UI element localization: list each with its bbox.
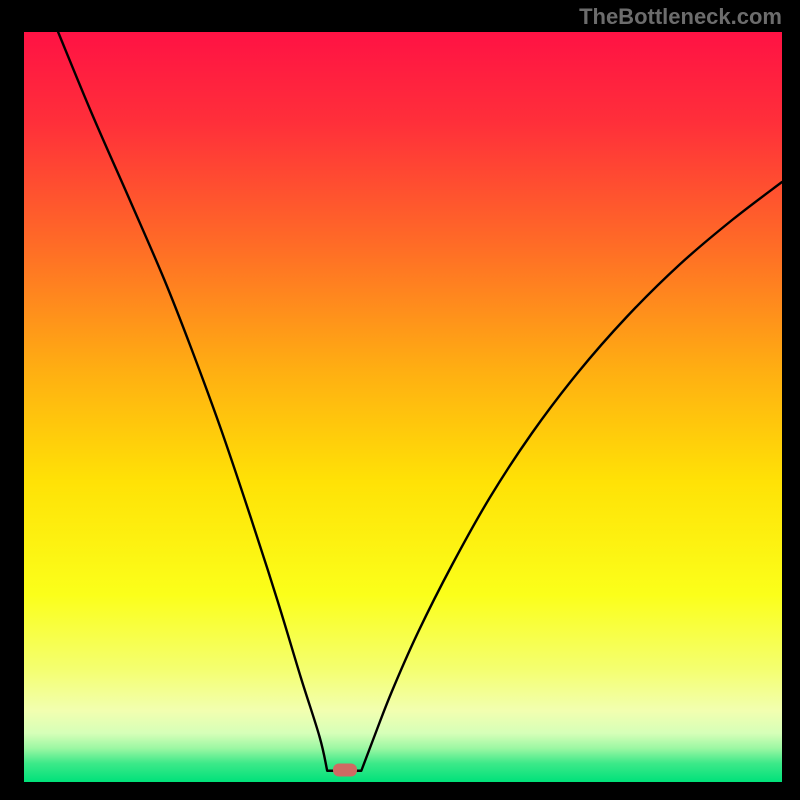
frame-bottom <box>0 782 800 800</box>
frame-left <box>0 0 24 800</box>
watermark-text: TheBottleneck.com <box>579 4 782 30</box>
optimum-marker <box>333 764 357 777</box>
bottleneck-curve <box>24 32 782 782</box>
frame-right <box>782 0 800 800</box>
plot-area <box>24 32 782 782</box>
